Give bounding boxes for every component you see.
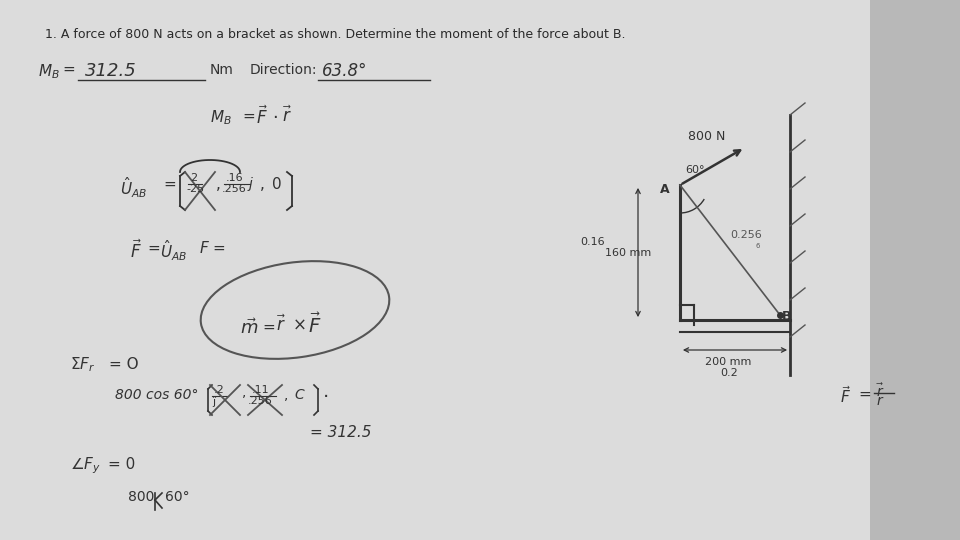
Text: $\vec{F}$: $\vec{F}$ <box>308 313 322 338</box>
Text: ,: , <box>260 177 265 192</box>
Text: 800: 800 <box>128 490 155 504</box>
Text: =: = <box>242 109 254 124</box>
Text: ,: , <box>284 388 288 402</box>
Text: =: = <box>212 241 225 256</box>
Text: ·: · <box>272 109 277 127</box>
Text: A: A <box>660 183 670 196</box>
Text: .16: .16 <box>226 173 244 183</box>
Text: =: = <box>147 241 159 256</box>
Text: 0: 0 <box>272 177 281 192</box>
Text: =: = <box>163 177 176 192</box>
Text: ĵ: ĵ <box>212 396 215 407</box>
Text: 800 cos 60°: 800 cos 60° <box>115 388 199 402</box>
Text: $M_B$: $M_B$ <box>38 62 60 80</box>
Text: =: = <box>858 387 871 402</box>
Text: ·: · <box>323 388 329 407</box>
Text: $\vec{r}$: $\vec{r}$ <box>276 315 286 335</box>
Text: 1. A force of 800 N acts on a bracket as shown. Determine the moment of the forc: 1. A force of 800 N acts on a bracket as… <box>45 28 626 41</box>
Text: 160 mm: 160 mm <box>605 248 651 258</box>
Text: r: r <box>877 394 883 408</box>
Text: 312.5: 312.5 <box>85 62 136 80</box>
Text: j: j <box>249 177 252 191</box>
Text: B: B <box>782 310 791 323</box>
Text: ,: , <box>216 177 221 192</box>
Text: 0.2: 0.2 <box>720 368 737 378</box>
Text: $\vec{r}$: $\vec{r}$ <box>282 106 292 126</box>
Text: $M_B$: $M_B$ <box>210 108 231 127</box>
Text: 200 mm: 200 mm <box>705 357 752 367</box>
Text: =: = <box>262 320 275 335</box>
Text: .256: .256 <box>222 184 247 194</box>
Text: .256: .256 <box>248 396 273 406</box>
Text: = 0: = 0 <box>108 457 135 472</box>
Text: $_6$: $_6$ <box>755 241 761 251</box>
Text: 2: 2 <box>190 173 197 183</box>
Text: 0.16: 0.16 <box>580 237 605 247</box>
Text: $\hat{U}_{AB}$: $\hat{U}_{AB}$ <box>160 238 187 262</box>
Text: 0.256: 0.256 <box>730 230 761 240</box>
Text: $\vec{F}$: $\vec{F}$ <box>256 106 268 129</box>
Text: = 312.5: = 312.5 <box>310 425 372 440</box>
Text: -25: -25 <box>186 184 204 194</box>
Text: .11: .11 <box>252 385 270 395</box>
Text: .2: .2 <box>214 385 225 395</box>
Text: $\hat{U}_{AB}$: $\hat{U}_{AB}$ <box>120 175 147 200</box>
Text: Nm: Nm <box>210 63 234 77</box>
Text: ,: , <box>242 385 247 399</box>
Text: $\vec{r}$: $\vec{r}$ <box>876 382 884 400</box>
Text: $\vec{m}$: $\vec{m}$ <box>240 318 258 338</box>
Text: $\vec{F}$: $\vec{F}$ <box>840 385 851 406</box>
Text: 800 N: 800 N <box>688 130 726 143</box>
Text: =: = <box>62 62 75 77</box>
Text: F: F <box>200 241 208 256</box>
Text: Direction:: Direction: <box>250 63 318 77</box>
Text: $\angle F_y$: $\angle F_y$ <box>70 455 101 476</box>
Text: $\vec{F}$: $\vec{F}$ <box>130 240 142 262</box>
Text: $\Sigma F_r$: $\Sigma F_r$ <box>70 355 95 374</box>
Text: $\times$: $\times$ <box>292 316 305 334</box>
Text: 60°: 60° <box>165 490 190 504</box>
Text: C: C <box>294 388 303 402</box>
Text: 60°: 60° <box>685 165 705 175</box>
Text: 63.8°: 63.8° <box>322 62 368 80</box>
Text: = O: = O <box>109 357 138 372</box>
